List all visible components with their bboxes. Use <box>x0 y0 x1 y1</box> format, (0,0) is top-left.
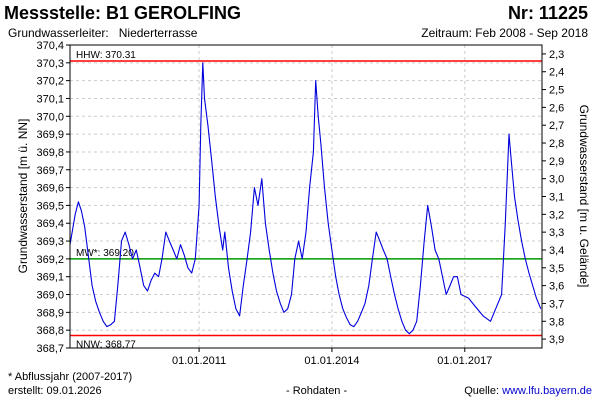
right-tick-label: 2,7 <box>549 120 564 132</box>
left-tick-label: 369,8 <box>36 147 64 159</box>
ref-label-hhw: HHW: 370.31 <box>76 50 136 61</box>
x-tick-label: 01.01.2017 <box>437 355 492 367</box>
right-tick-label: 2,4 <box>549 67 564 79</box>
left-tick-label: 369,6 <box>36 183 64 195</box>
series-layer <box>69 62 542 335</box>
right-tick-label: 3,5 <box>549 263 564 275</box>
right-tick-label: 3,9 <box>549 334 564 346</box>
right-axis-title: Grundwasserstand [m u. Gelände] <box>577 105 591 288</box>
aquifer-info: Grundwasserleiter: Niederterrasse <box>8 26 197 40</box>
period-label: Zeitraum: Feb 2008 - Sep 2018 <box>421 26 588 40</box>
footnote: * Abflussjahr (2007-2017) <box>8 371 133 383</box>
left-tick-label: 368,8 <box>36 325 64 337</box>
left-tick-label: 369,3 <box>36 236 64 248</box>
left-tick-label: 369,1 <box>36 272 64 284</box>
source-label: Quelle: <box>464 385 500 397</box>
right-axis: 2,3 2,4 2,5 2,6 2,7 2,8 2,9 3,0 3,1 3,2 3,3 3,4 3,5 3… <box>542 49 564 346</box>
right-tick-label: 3,6 <box>549 281 564 293</box>
left-tick-label: 369,0 <box>36 290 64 302</box>
source-link[interactable]: www.lfu.bayern.de <box>502 385 592 397</box>
right-tick-label: 3,4 <box>549 245 564 257</box>
right-tick-label: 2,9 <box>549 156 564 168</box>
right-tick-label: 2,6 <box>549 102 564 114</box>
left-tick-label: 370,0 <box>36 111 64 123</box>
right-tick-label: 2,5 <box>549 85 564 97</box>
source: Quelle: www.lfu.bayern.de <box>464 385 592 397</box>
raw-data-label: - Rohdaten - <box>286 385 348 397</box>
left-tick-label: 368,7 <box>36 343 64 355</box>
aquifer-label: Grundwasserleiter: <box>8 26 109 40</box>
left-tick-label: 370,1 <box>36 93 64 105</box>
right-tick-label: 3,8 <box>549 316 564 328</box>
left-tick-label: 370,4 <box>36 40 64 52</box>
right-tick-label: 3,2 <box>549 209 564 221</box>
left-tick-label: 368,9 <box>36 307 64 319</box>
x-tick-label: 01.01.2014 <box>304 355 359 367</box>
plot-frame <box>69 44 543 349</box>
x-axis: 01.01.2011 01.01.2014 01.01.2017 <box>172 348 492 367</box>
left-axis-title: Grundwasserstand [m ü. NN] <box>16 119 30 274</box>
left-tick-label: 369,2 <box>36 254 64 266</box>
left-tick-label: 370,3 <box>36 58 64 70</box>
right-tick-label: 2,3 <box>549 49 564 61</box>
right-tick-label: 3,3 <box>549 227 564 239</box>
left-tick-label: 369,4 <box>36 218 64 230</box>
reference-lines: HHW: 370.31 MW*: 369.20 NNW: 368.77 <box>70 50 542 351</box>
x-tick-label: 01.01.2011 <box>172 355 226 367</box>
left-tick-label: 369,7 <box>36 165 64 177</box>
right-tick-label: 3,7 <box>549 298 564 310</box>
right-tick-label: 3,0 <box>549 174 564 186</box>
right-tick-label: 3,1 <box>549 192 564 204</box>
station-number: Nr: 11225 <box>507 3 588 23</box>
left-axis: 370,4 370,3 370,2 370,1 370,0 369,9 369,8 369,7… <box>36 40 70 355</box>
ref-label-mw: MW*: 369.20 <box>76 248 134 259</box>
left-tick-label: 370,2 <box>36 76 64 88</box>
page-title: Messstelle: B1 GEROLFING <box>4 3 242 23</box>
left-tick-label: 369,9 <box>36 129 64 141</box>
chart-grid <box>70 45 542 348</box>
left-tick-label: 369,5 <box>36 200 64 212</box>
aquifer-value: Niederterrasse <box>118 26 198 40</box>
series-line-0 <box>69 62 542 335</box>
right-tick-label: 2,8 <box>549 138 564 150</box>
created-date: erstellt: 09.01.2026 <box>8 385 102 397</box>
ref-label-nnw: NNW: 368.77 <box>76 340 136 351</box>
